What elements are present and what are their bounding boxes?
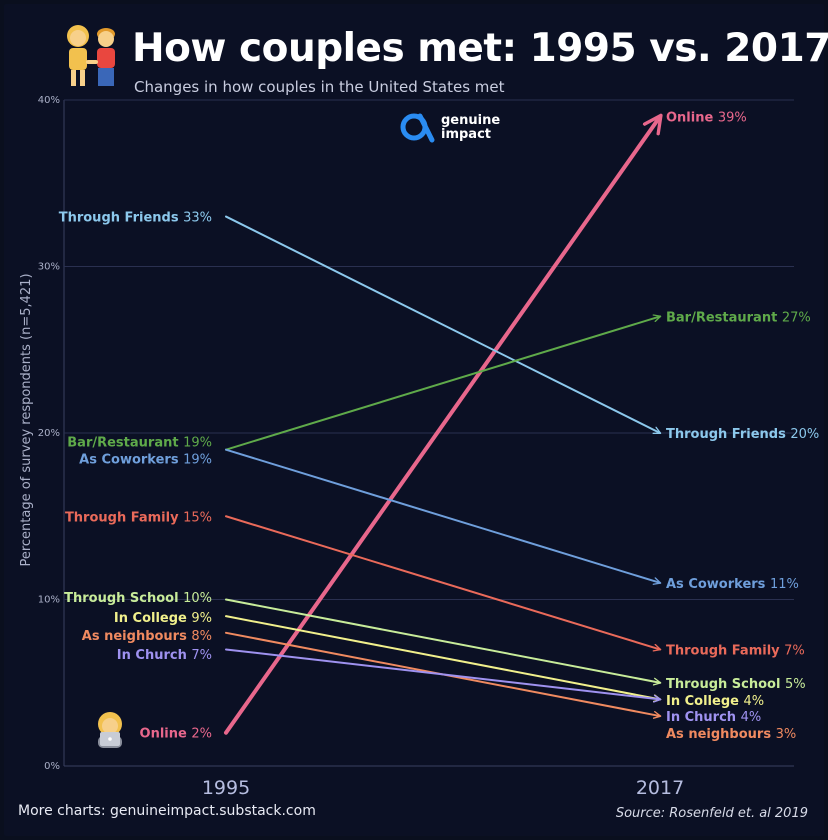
end-label: Through School 5% [666, 677, 806, 692]
end-label: As neighbours 3% [666, 727, 796, 742]
series-line-through-school [225, 598, 662, 686]
chart-frame [4, 4, 824, 836]
couple-emoji-icon [67, 25, 115, 86]
y-tick-label: 0% [44, 761, 60, 772]
end-label: Through Family 7% [666, 643, 805, 658]
x-category-label: 2017 [636, 777, 684, 799]
y-axis-title: Percentage of survey respondents (n=5,42… [19, 273, 34, 566]
x-category-label: 1995 [202, 777, 250, 799]
series-line-bar-restaurant [225, 314, 662, 451]
source-note: Source: Rosenfeld et. al 2019 [615, 806, 808, 821]
start-label: Through Friends 33% [59, 211, 212, 226]
start-label: Online 2% [140, 727, 212, 742]
series-line-in-college [225, 615, 662, 703]
start-label: As neighbours 8% [82, 629, 212, 644]
start-label: As Coworkers 19% [79, 453, 212, 468]
more-charts-link[interactable]: More charts: genuineimpact.substack.com [18, 803, 316, 819]
series-line-through-family [225, 515, 662, 652]
y-tick-label: 30% [38, 262, 60, 273]
end-label: Through Friends 20% [666, 427, 819, 442]
start-label: In College 9% [114, 611, 212, 626]
logo-line1: genuine [441, 113, 500, 128]
series-line-in-church [225, 648, 662, 703]
genuine-impact-logo: genuine impact [400, 113, 500, 143]
series-line-through-friends [225, 215, 662, 434]
start-label: Bar/Restaurant 19% [67, 436, 212, 451]
end-label: As Coworkers 11% [666, 577, 799, 592]
person-with-laptop-icon [98, 712, 122, 748]
y-tick-label: 40% [38, 95, 60, 106]
start-label: In Church 7% [117, 648, 212, 663]
start-label: Through Family 15% [65, 510, 212, 525]
end-label: Bar/Restaurant 27% [666, 310, 811, 325]
logo-line2: impact [441, 127, 491, 142]
series-line-as-coworkers [225, 448, 662, 585]
y-tick-label: 20% [38, 428, 60, 439]
page-title: How couples met: 1995 vs. 2017 [132, 26, 828, 71]
page-subtitle: Changes in how couples in the United Sta… [134, 78, 505, 96]
start-label: Through School 10% [64, 591, 212, 606]
end-label: Online 39% [666, 111, 747, 126]
end-label: In Church 4% [666, 710, 761, 725]
y-tick-label: 10% [38, 595, 60, 606]
end-label: In College 4% [666, 694, 764, 709]
